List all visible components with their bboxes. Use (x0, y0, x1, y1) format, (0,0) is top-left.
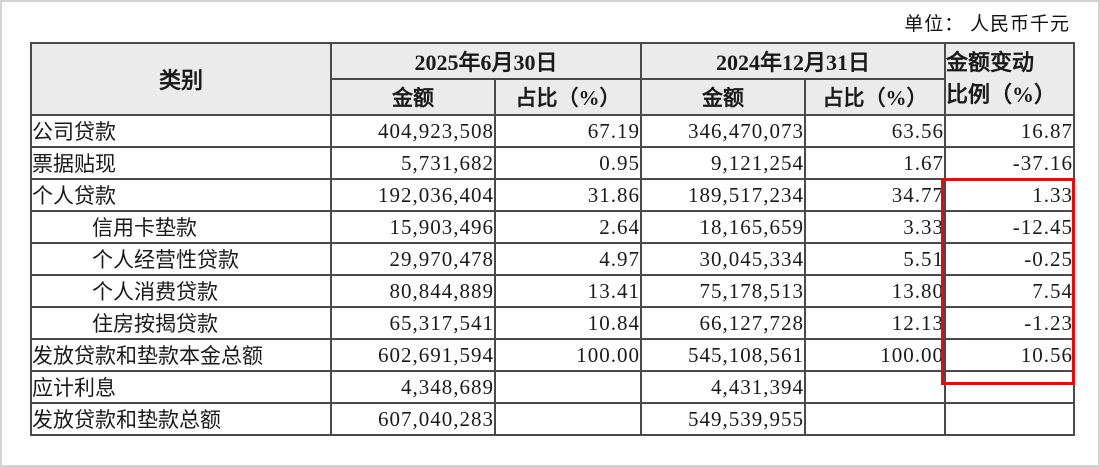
amount-2024-cell: 549,539,955 (640, 402, 807, 436)
change-pct-cell (944, 402, 1076, 436)
pct-2025-cell: 2.64 (493, 210, 643, 244)
table-body: 公司贷款 404,923,508 67.19 346,470,073 63.56… (30, 114, 1076, 436)
col-header-ratio-2025: 占比（%） (493, 78, 643, 116)
change-pct-cell: 10.56 (944, 338, 1076, 372)
amount-2025-cell: 5,731,682 (330, 146, 496, 180)
row-label: 住房按揭贷款 (30, 306, 332, 340)
pct-2025-cell: 10.84 (493, 306, 643, 340)
row-label: 票据贴现 (30, 146, 332, 180)
pct-2024-cell: 13.80 (804, 274, 947, 308)
col-header-amount-2025: 金额 (330, 78, 496, 116)
row-label: 信用卡垫款 (30, 210, 332, 244)
col-header-ratio-2024: 占比（%） (804, 78, 947, 116)
change-pct-cell: 16.87 (944, 114, 1076, 148)
pct-2024-cell: 1.67 (804, 146, 947, 180)
pct-2025-cell: 67.19 (493, 114, 643, 148)
col-header-period-2024: 2024年12月31日 (640, 42, 947, 80)
pct-2025-cell (493, 370, 643, 404)
amount-2024-cell: 30,045,334 (640, 242, 807, 276)
pct-2024-cell (804, 402, 947, 436)
table-row-housing-mortgage-loans: 住房按揭贷款 65,317,541 10.84 66,127,728 12.13… (30, 306, 1076, 340)
pct-2024-cell: 63.56 (804, 114, 947, 148)
amount-2025-cell: 15,903,496 (330, 210, 496, 244)
col-header-change: 金额变动 比例（%） (944, 42, 1076, 116)
row-label: 公司贷款 (30, 114, 332, 148)
table-row-personal-consumer-loans: 个人消费贷款 80,844,889 13.41 75,178,513 13.80… (30, 274, 1076, 308)
amount-2024-cell: 66,127,728 (640, 306, 807, 340)
table-header: 类别 2025年6月30日 2024年12月31日 金额变动 比例（%） 金额 … (30, 42, 1076, 116)
pct-2025-cell: 4.97 (493, 242, 643, 276)
row-label: 个人经营性贷款 (30, 242, 332, 276)
change-pct-cell: -1.23 (944, 306, 1076, 340)
pct-2024-cell: 3.33 (804, 210, 947, 244)
amount-2025-cell: 602,691,594 (330, 338, 496, 372)
row-label: 发放贷款和垫款总额 (30, 402, 332, 436)
amount-2024-cell: 545,108,561 (640, 338, 807, 372)
amount-2025-cell: 4,348,689 (330, 370, 496, 404)
pct-2025-cell (493, 402, 643, 436)
pct-2025-cell: 31.86 (493, 178, 643, 212)
change-pct-cell (944, 370, 1076, 404)
amount-2024-cell: 18,165,659 (640, 210, 807, 244)
col-header-amount-2024: 金额 (640, 78, 807, 116)
pct-2024-cell (804, 370, 947, 404)
table-row-total-loans-and-advances: 发放贷款和垫款总额 607,040,283 549,539,955 (30, 402, 1076, 436)
amount-2024-cell: 189,517,234 (640, 178, 807, 212)
amount-2025-cell: 404,923,508 (330, 114, 496, 148)
amount-2025-cell: 65,317,541 (330, 306, 496, 340)
change-pct-cell: 7.54 (944, 274, 1076, 308)
pct-2025-cell: 13.41 (493, 274, 643, 308)
change-pct-cell: 1.33 (944, 178, 1076, 212)
row-label: 应计利息 (30, 370, 332, 404)
amount-2025-cell: 80,844,889 (330, 274, 496, 308)
row-label: 发放贷款和垫款本金总额 (30, 338, 332, 372)
col-header-change-line2: 比例（%） (946, 82, 1057, 107)
pct-2024-cell: 34.77 (804, 178, 947, 212)
amount-2025-cell: 29,970,478 (330, 242, 496, 276)
col-header-category: 类别 (30, 42, 332, 116)
pct-2025-cell: 0.95 (493, 146, 643, 180)
table-row-accrued-interest: 应计利息 4,348,689 4,431,394 (30, 370, 1076, 404)
table-row-corporate-loans: 公司贷款 404,923,508 67.19 346,470,073 63.56… (30, 114, 1076, 148)
col-header-change-line1: 金额变动 (946, 50, 1035, 76)
change-pct-cell: -37.16 (944, 146, 1076, 180)
table-row-personal-loans: 个人贷款 192,036,404 31.86 189,517,234 34.77… (30, 178, 1076, 212)
row-label: 个人消费贷款 (30, 274, 332, 308)
change-pct-cell: -0.25 (944, 242, 1076, 276)
pct-2024-cell: 5.51 (804, 242, 947, 276)
table-row-credit-card-advances: 信用卡垫款 15,903,496 2.64 18,165,659 3.33 -1… (30, 210, 1076, 244)
amount-2025-cell: 607,040,283 (330, 402, 496, 436)
loans-table: 类别 2025年6月30日 2024年12月31日 金额变动 比例（%） 金额 … (30, 42, 1076, 436)
table-row-bill-discounting: 票据贴现 5,731,682 0.95 9,121,254 1.67 -37.1… (30, 146, 1076, 180)
col-header-period-2025: 2025年6月30日 (329, 42, 643, 80)
pct-2024-cell: 12.13 (804, 306, 947, 340)
unit-label: 单位： 人民币千元 (904, 14, 1070, 35)
row-label: 个人贷款 (30, 178, 332, 212)
change-pct-cell: -12.45 (944, 210, 1076, 244)
amount-2024-cell: 4,431,394 (640, 370, 807, 404)
amount-2024-cell: 75,178,513 (640, 274, 807, 308)
table-row-personal-business-loans: 个人经营性贷款 29,970,478 4.97 30,045,334 5.51 … (30, 242, 1076, 276)
amount-2024-cell: 346,470,073 (640, 114, 807, 148)
pct-2024-cell: 100.00 (804, 338, 947, 372)
table-row-total-loan-principal: 发放贷款和垫款本金总额 602,691,594 100.00 545,108,5… (30, 338, 1076, 372)
pct-2025-cell: 100.00 (493, 338, 643, 372)
amount-2024-cell: 9,121,254 (640, 146, 807, 180)
amount-2025-cell: 192,036,404 (330, 178, 496, 212)
